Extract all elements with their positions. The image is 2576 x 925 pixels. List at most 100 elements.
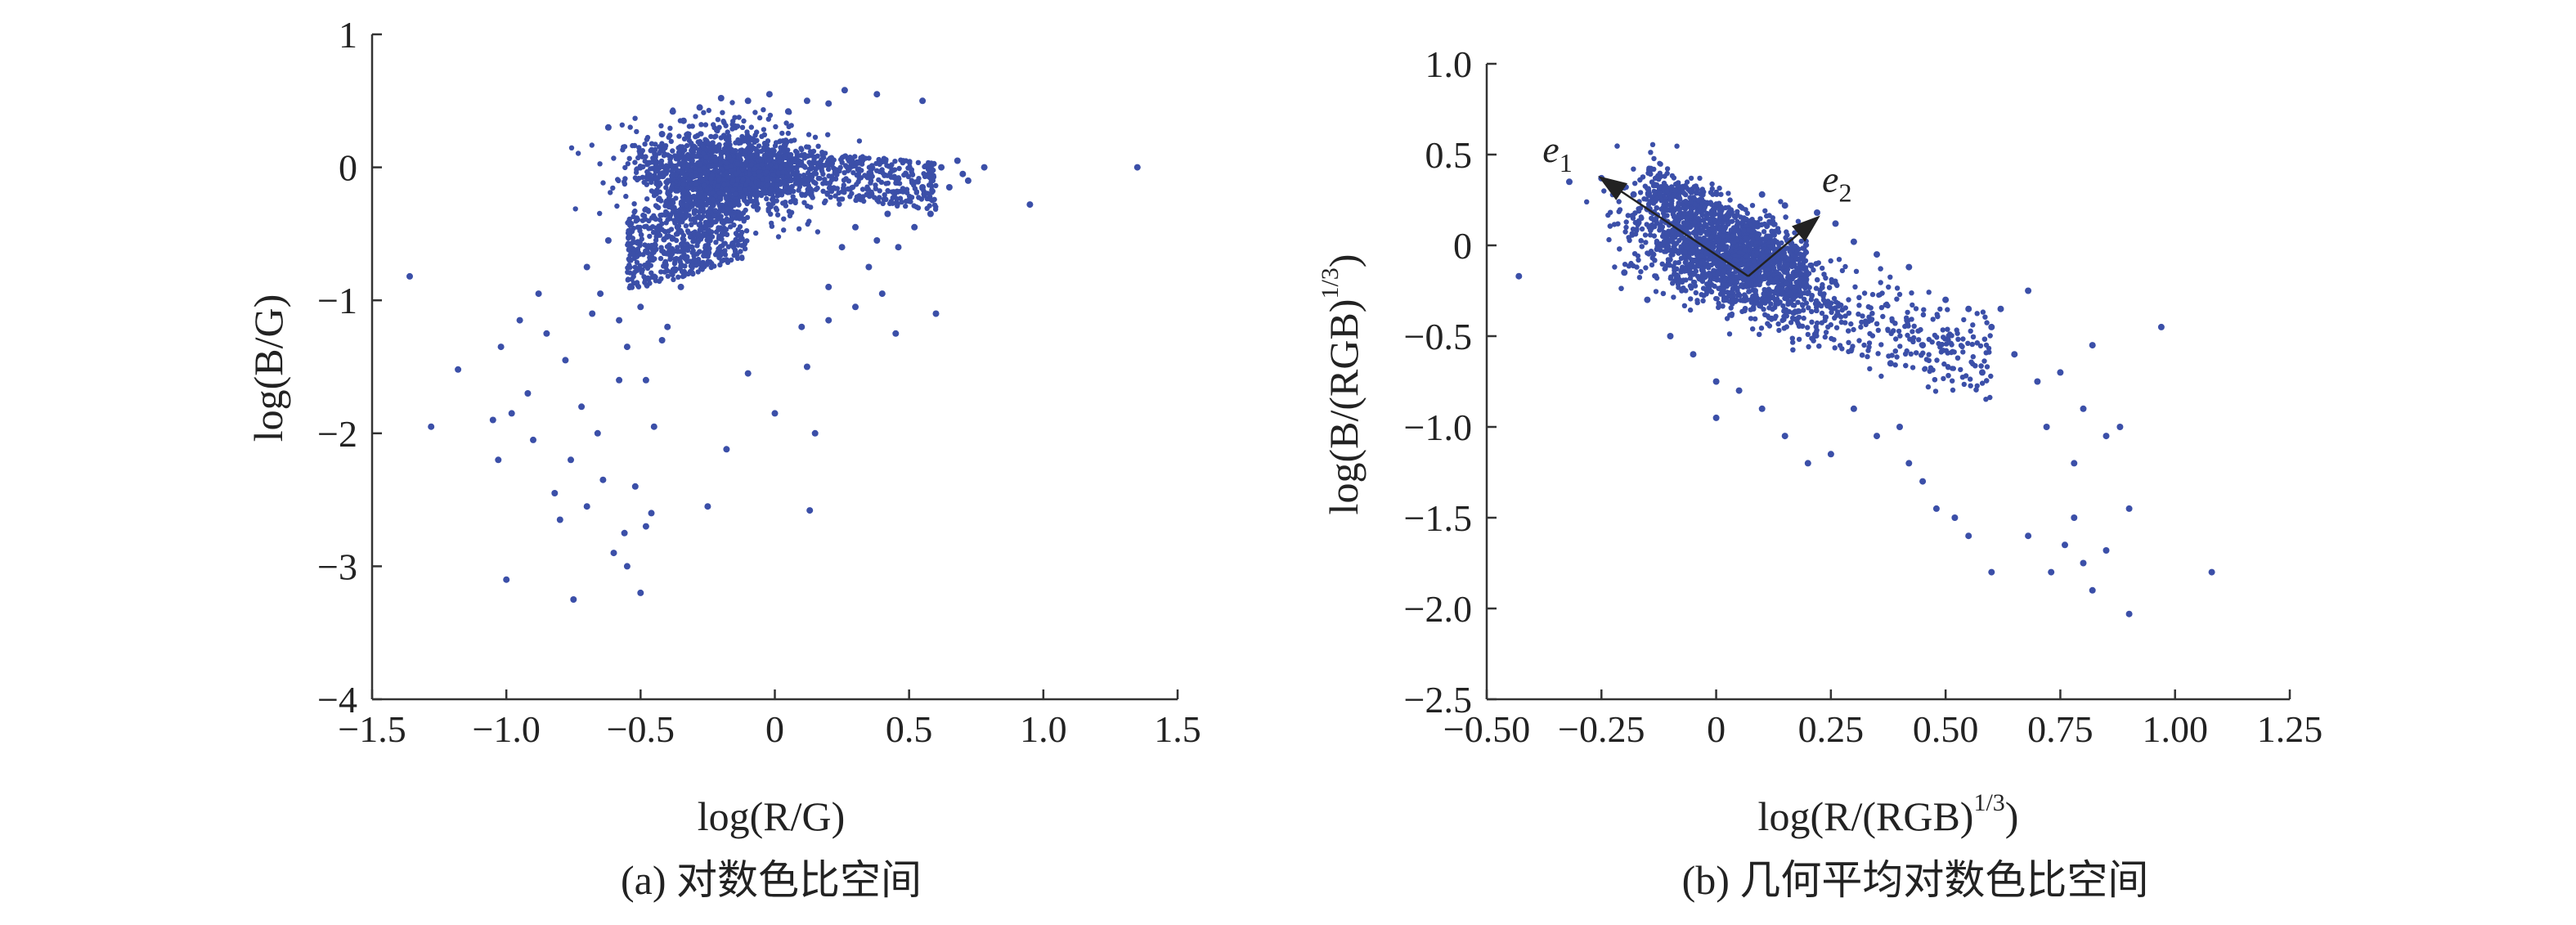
cloud-point [927, 182, 931, 187]
cloud-point [675, 226, 680, 231]
cloud-point [1636, 220, 1641, 225]
cloud-point [913, 204, 918, 209]
cloud-point [1670, 173, 1675, 178]
data-point [745, 97, 752, 104]
cloud-point [751, 146, 756, 150]
cloud-point [802, 193, 807, 198]
data-point [806, 507, 813, 514]
cloud-point [1893, 336, 1898, 341]
cloud-point [642, 213, 647, 218]
cloud-point [783, 153, 788, 158]
cloud-point [1981, 358, 1986, 363]
cloud-point [648, 255, 653, 260]
data-point [804, 364, 810, 370]
cloud-point [906, 174, 911, 179]
cloud-point [773, 124, 778, 129]
cloud-point [723, 147, 728, 152]
cloud-point [707, 250, 711, 255]
cloud-point [868, 181, 873, 186]
cloud-point [705, 222, 710, 227]
cloud-point [713, 240, 718, 245]
cloud-point [692, 210, 697, 215]
data-point [892, 330, 899, 337]
cloud-point [1988, 374, 1993, 379]
data-point [906, 197, 913, 204]
cloud-point [687, 138, 692, 143]
cloud-point [644, 206, 648, 211]
cloud-point [638, 240, 643, 245]
cloud-point [632, 116, 637, 121]
data-point [946, 184, 953, 191]
cloud-point [669, 139, 674, 144]
cloud-point [728, 201, 733, 206]
cloud-point [664, 234, 669, 239]
cloud-point [811, 180, 816, 185]
cloud-point [1922, 366, 1927, 371]
cloud-point [701, 110, 706, 115]
cloud-point [665, 177, 670, 182]
cloud-point [1697, 205, 1702, 210]
cloud-point [1632, 181, 1637, 186]
cloud-point [1840, 268, 1845, 273]
cloud-point [732, 253, 737, 258]
cloud-point [815, 186, 819, 191]
cloud-point [929, 190, 934, 195]
cloud-point [1764, 249, 1769, 254]
cloud-point [1894, 354, 1899, 359]
cloud-point [761, 127, 766, 132]
cloud-point [757, 115, 762, 120]
data-point [536, 290, 542, 297]
cloud-point [1806, 332, 1811, 337]
data-point [637, 303, 644, 310]
cloud-point [756, 182, 761, 186]
data-point [622, 530, 628, 537]
cloud-point [719, 150, 724, 155]
cloud-point [874, 197, 879, 202]
data-point [616, 377, 622, 384]
cloud-point [1801, 308, 1806, 312]
cloud-point [749, 124, 754, 129]
cloud-point [627, 265, 632, 270]
cloud-point [636, 145, 641, 150]
cloud-point [788, 200, 793, 204]
cloud-point [782, 180, 787, 185]
data-point [965, 177, 972, 184]
cloud-point [813, 135, 818, 140]
cloud-point [1721, 290, 1726, 294]
cloud-point [685, 228, 690, 233]
data-point [643, 377, 649, 384]
cloud-point [1928, 366, 1933, 370]
cloud-point [717, 191, 722, 195]
cloud-point [829, 177, 834, 182]
cloud-point [714, 128, 719, 132]
cloud-point [711, 140, 716, 145]
cloud-point [627, 222, 632, 227]
cloud-point [672, 261, 677, 266]
cloud-point [753, 231, 758, 236]
cloud-point [1968, 376, 1972, 381]
cloud-point [1945, 327, 1950, 332]
cloud-point [1934, 357, 1939, 362]
cloud-point [876, 177, 881, 182]
cloud-point [764, 196, 769, 201]
cloud-point [1744, 217, 1748, 222]
data-point [406, 273, 413, 280]
cloud-point [797, 184, 802, 189]
cloud-point [1878, 280, 1883, 285]
cloud-point [1849, 348, 1854, 353]
cloud-point [636, 285, 641, 290]
cloud-point [1809, 309, 1814, 314]
cloud-point [786, 131, 791, 136]
data-point [927, 211, 934, 218]
cloud-point [1984, 320, 1989, 325]
cloud-point [646, 160, 651, 165]
cloud-point [896, 166, 901, 171]
cloud-point [864, 185, 869, 190]
cloud-point [1663, 267, 1667, 272]
cloud-point [1797, 315, 1802, 320]
cloud-point [716, 168, 721, 173]
cloud-point [724, 227, 729, 231]
cloud-point [1644, 196, 1649, 201]
cloud-point [1949, 342, 1954, 347]
cloud-point [1677, 195, 1682, 200]
